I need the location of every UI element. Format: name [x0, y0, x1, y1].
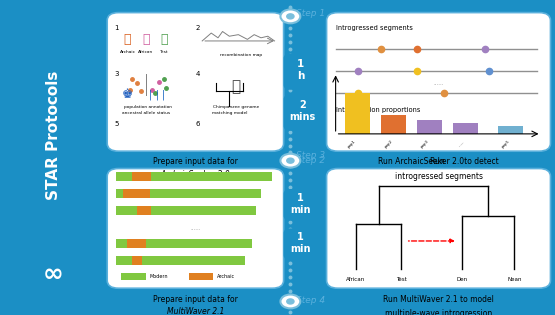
Bar: [417, 120, 442, 134]
Text: pop1: pop1: [347, 140, 357, 149]
Text: ⛹: ⛹: [160, 33, 168, 46]
Text: |: |: [155, 89, 159, 100]
Text: 3: 3: [114, 71, 118, 77]
Circle shape: [287, 14, 294, 19]
FancyBboxPatch shape: [326, 13, 551, 151]
Circle shape: [287, 158, 294, 163]
Text: Introgressed segments: Introgressed segments: [336, 25, 412, 31]
Text: African: African: [346, 277, 366, 282]
Text: Step 2: Step 2: [296, 156, 325, 165]
Text: ......: ......: [457, 140, 466, 148]
Text: ArchaicSeeker 2.0: ArchaicSeeker 2.0: [160, 170, 230, 179]
FancyBboxPatch shape: [284, 189, 317, 220]
Text: ancestral allele status: ancestral allele status: [122, 112, 170, 115]
Circle shape: [287, 299, 294, 304]
Bar: [116, 206, 256, 215]
Bar: [381, 115, 406, 134]
Bar: [132, 172, 150, 181]
Text: Step 1: Step 1: [296, 9, 325, 18]
Text: 4: 4: [195, 71, 200, 77]
Bar: [116, 239, 252, 248]
Text: Archaic: Archaic: [119, 50, 135, 54]
Text: Step 3: Step 3: [296, 152, 325, 160]
Text: 1: 1: [114, 25, 118, 31]
Circle shape: [280, 154, 300, 168]
Text: introgressed segments: introgressed segments: [395, 172, 482, 181]
Bar: [498, 126, 523, 134]
Text: MultiWaver 2.1: MultiWaver 2.1: [166, 307, 224, 315]
Text: STAR Protocols: STAR Protocols: [46, 71, 61, 200]
Text: |: |: [149, 89, 152, 100]
FancyBboxPatch shape: [284, 54, 317, 90]
Bar: [453, 123, 478, 134]
Text: 1
min: 1 min: [290, 193, 311, 215]
FancyBboxPatch shape: [107, 169, 284, 288]
Text: 🦍: 🦍: [231, 79, 241, 94]
Text: recombination map: recombination map: [220, 53, 262, 57]
Bar: [116, 172, 273, 181]
Text: ♚: ♚: [122, 88, 133, 101]
Text: ......: ......: [190, 226, 201, 231]
Text: pop5: pop5: [501, 140, 511, 149]
Text: African: African: [138, 50, 153, 54]
Bar: [127, 239, 146, 248]
Text: Run ArchaicSeeker 2.0to detect: Run ArchaicSeeker 2.0to detect: [378, 158, 499, 167]
Text: Test: Test: [159, 50, 168, 54]
Text: 5: 5: [114, 121, 118, 127]
Text: |: |: [162, 89, 165, 100]
Text: matching model: matching model: [211, 112, 247, 115]
Text: ⛹: ⛹: [142, 33, 149, 46]
Text: 1
min: 1 min: [290, 232, 311, 254]
Text: 1
h: 1 h: [297, 59, 304, 81]
FancyBboxPatch shape: [284, 94, 322, 131]
Text: Den: Den: [457, 277, 468, 282]
Text: 2: 2: [195, 25, 200, 31]
Text: Step 4: Step 4: [296, 296, 325, 305]
Text: Run ⁠: Run ⁠: [430, 158, 447, 167]
Bar: [345, 93, 370, 134]
Text: Test: Test: [396, 277, 407, 282]
Bar: [137, 206, 152, 215]
Text: 6: 6: [195, 121, 200, 127]
Text: multiple-wave introgression: multiple-wave introgression: [385, 309, 492, 315]
Text: Modern: Modern: [149, 274, 168, 279]
Bar: [116, 189, 261, 198]
Text: ......: ......: [433, 81, 444, 86]
Text: Chimpanzee genome: Chimpanzee genome: [213, 105, 259, 109]
Bar: [116, 256, 245, 265]
Bar: [123, 189, 149, 198]
Circle shape: [280, 295, 300, 308]
Text: pop3: pop3: [420, 140, 430, 149]
Text: 2
mins: 2 mins: [290, 100, 316, 122]
FancyBboxPatch shape: [107, 13, 284, 151]
Bar: [121, 273, 145, 280]
Text: Nean: Nean: [507, 277, 522, 282]
FancyBboxPatch shape: [326, 169, 551, 288]
Bar: [189, 273, 214, 280]
Text: Introgression proportions: Introgression proportions: [336, 107, 420, 113]
Text: ⛹: ⛹: [124, 33, 132, 46]
Text: Prepare input data for: Prepare input data for: [153, 295, 238, 304]
Text: pop2: pop2: [384, 140, 393, 149]
Text: Archaic: Archaic: [217, 274, 235, 279]
Text: Prepare input data for: Prepare input data for: [153, 158, 238, 167]
Text: ∞: ∞: [43, 262, 64, 286]
Circle shape: [280, 9, 300, 23]
Text: population annotation: population annotation: [124, 105, 172, 109]
Text: Run MultiWaver 2.1 to model: Run MultiWaver 2.1 to model: [383, 295, 494, 304]
Bar: [132, 256, 142, 265]
FancyBboxPatch shape: [284, 228, 317, 260]
